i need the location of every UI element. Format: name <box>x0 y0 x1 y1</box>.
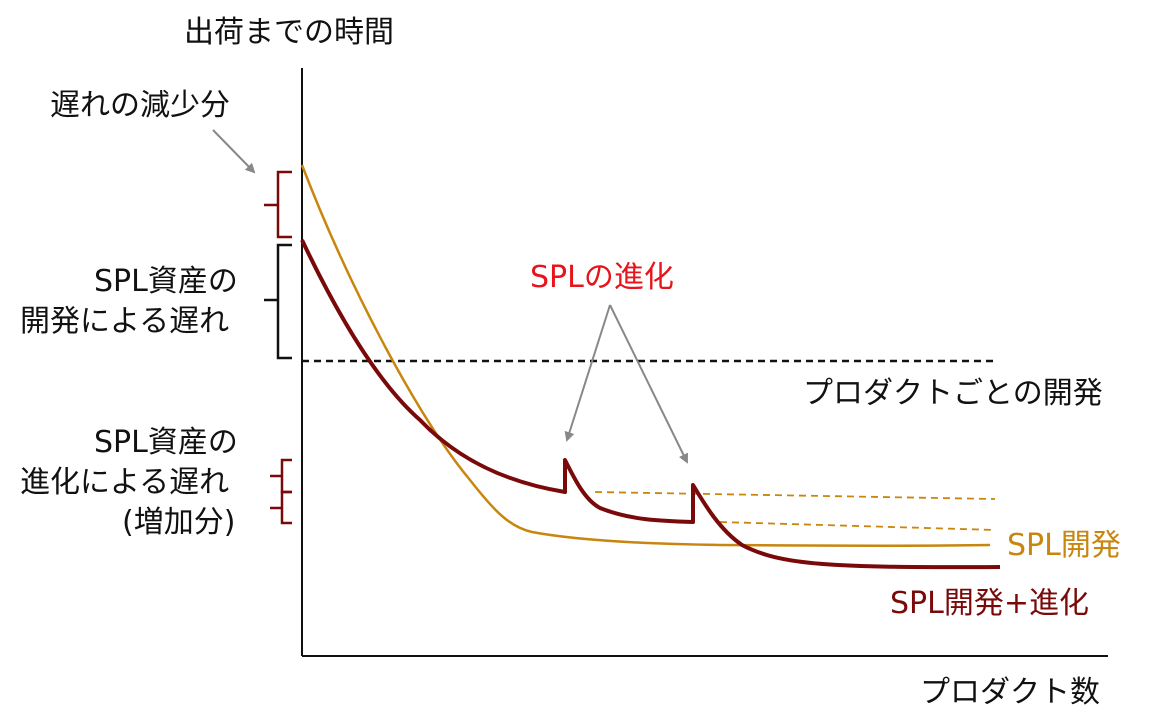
spl-asset-delay-label-line2: 開発による遅れ <box>20 304 229 339</box>
spl-label: SPL開発 <box>1007 528 1121 563</box>
spl-evolution-delay-label-line1: SPL資産の <box>94 425 238 460</box>
spl-evolution-curve <box>300 239 1001 570</box>
x-axis-label: プロダクト数 <box>920 675 1100 710</box>
per-product-label: プロダクトごとの開発 <box>803 376 1103 411</box>
delay-reduction-bracket <box>264 170 292 239</box>
spl-evolution-label: SPLの進化 <box>530 260 674 295</box>
spl-evolution-arrow-1 <box>564 304 611 442</box>
spl-evolution-delay-bracket-1 <box>270 458 292 494</box>
delay-reduction-label: 遅れの減少分 <box>50 88 230 123</box>
y-axis-label: 出荷までの時間 <box>184 15 394 50</box>
spl-evolution-baseline-1 <box>594 491 996 500</box>
spl-evolution-series-label: SPL開発+進化 <box>890 586 1089 621</box>
spl-evolution-delay-bracket-2 <box>270 490 292 525</box>
spl-evolution-arrow-2 <box>609 304 688 464</box>
spl-evolution-baseline-2 <box>719 521 996 531</box>
spl-evolution-delay-label-line2: 進化による遅れ <box>20 465 229 500</box>
delay-reduction-arrow <box>212 129 256 174</box>
spl-evolution-delay-label-line3: (増加分) <box>122 505 235 540</box>
spl-curve <box>300 164 991 547</box>
spl-asset-delay-label-line1: SPL資産の <box>94 264 238 299</box>
spl-asset-delay-bracket <box>264 243 292 360</box>
